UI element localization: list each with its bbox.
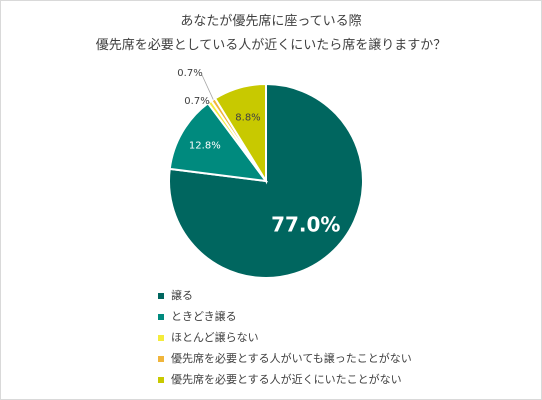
legend-item-2: ときどき譲る [158, 308, 412, 326]
legend-swatch [158, 314, 164, 320]
legend-label: 譲る [171, 289, 193, 302]
data-label-4: 0.7% [177, 68, 202, 79]
pie-slice-2 [168, 101, 269, 183]
chart-title-line-1: あなたが優先席に座っている際 [180, 14, 362, 29]
legend-swatch [158, 377, 164, 383]
leader-line-4 [201, 74, 214, 100]
legend-swatch [158, 293, 164, 299]
data-label-5: 8.8% [235, 113, 260, 124]
legend-label: 優先席を必要とする人がいても譲ったことがない [171, 352, 412, 365]
legend-swatch [158, 335, 164, 341]
legend-item-4: 優先席を必要とする人がいても譲ったことがない [158, 350, 412, 368]
legend-item-1: 譲る [158, 287, 412, 305]
leader-line-3 [208, 101, 211, 104]
legend-item-5: 優先席を必要とする人が近くにいたことがない [158, 371, 412, 389]
legend-label: ときどき譲る [171, 310, 237, 323]
chart-legend: 譲るときどき譲るほとんど譲らない優先席を必要とする人がいても譲ったことがない 優先… [158, 287, 412, 392]
legend-swatch [158, 356, 164, 362]
chart-title-line-2: 優先席を必要としている人が近くにいたら席を譲りますか？ [95, 38, 447, 53]
legend-item-3: ほとんど譲らない [158, 329, 412, 347]
data-label-1: 77.0% [271, 213, 340, 237]
data-label-3: 0.7% [184, 96, 209, 107]
pie-slice-5 [213, 82, 267, 185]
legend-label: ほとんど譲らない [171, 331, 259, 344]
legend-label: 優先席を必要とする人が近くにいたことがない [171, 373, 402, 386]
data-label-2: 12.8% [189, 140, 221, 151]
